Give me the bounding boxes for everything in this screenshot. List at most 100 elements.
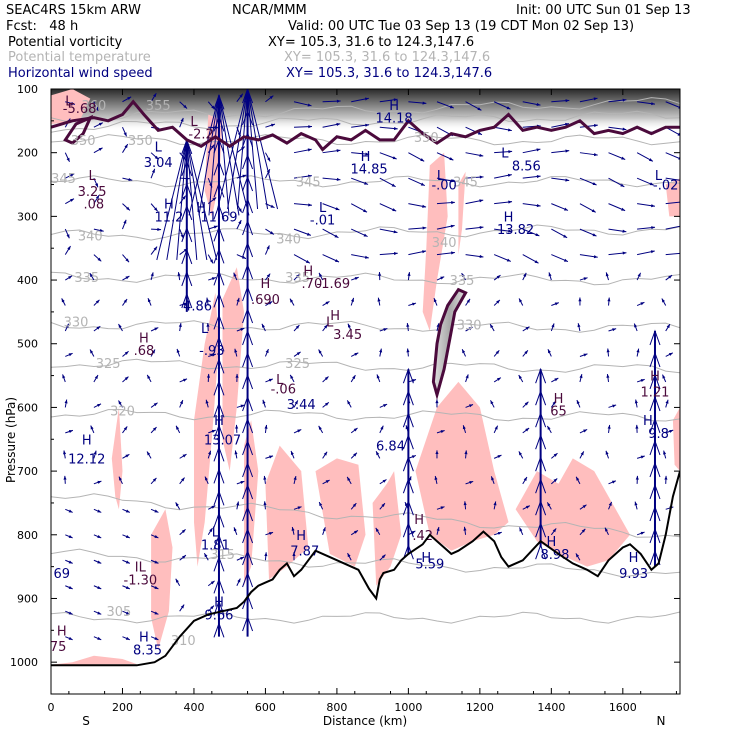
wind-jet-arrowhead	[535, 521, 547, 538]
wind-arrowhead	[461, 273, 465, 278]
wind-arrowhead	[577, 323, 581, 328]
wind-arrowhead	[479, 254, 484, 259]
wind-arrowhead	[263, 501, 267, 506]
wind-arrowhead	[620, 183, 625, 187]
theta-contour-325	[51, 358, 680, 374]
pv-extremum-label: .690	[251, 293, 280, 308]
wind-jet-arrowhead	[402, 521, 414, 538]
wind-jet-fan	[218, 95, 240, 216]
wind-extremum-label: L	[212, 526, 220, 541]
wind-arrowhead	[291, 526, 295, 531]
y-tick-label: 100	[17, 83, 38, 96]
wind-arrowhead	[306, 232, 311, 236]
wind-arrowhead	[175, 578, 179, 583]
wind-arrowhead	[363, 233, 368, 237]
wind-arrowhead	[211, 429, 216, 433]
wind-jet-arrowhead	[402, 411, 414, 428]
wind-arrowhead	[290, 450, 294, 455]
wind-arrowhead	[67, 246, 71, 251]
dynamic-tropopause-contour	[51, 99, 680, 152]
wind-arrowhead	[267, 157, 271, 162]
field-xy-wind: XY= 105.3, 31.6 to 124.3,147.6	[286, 66, 493, 81]
positive-shading-region	[415, 381, 509, 551]
wind-jet-arrowhead	[402, 477, 414, 494]
pv-extremum-label: H	[414, 513, 424, 528]
theta-label: 335	[74, 271, 99, 286]
wind-arrowhead	[324, 324, 328, 329]
wind-arrowhead	[97, 257, 102, 262]
wind-jet-fan	[247, 89, 259, 210]
wind-jet-arrowhead	[649, 373, 661, 390]
wind-jet-fan	[227, 89, 249, 210]
wind-arrowhead	[547, 425, 551, 430]
wind-arrowhead	[605, 450, 609, 455]
wind-arrowhead	[420, 158, 425, 162]
wind-arrowhead	[406, 323, 410, 327]
wind-extremum-label: L	[155, 140, 163, 155]
wind-extremum-label: H	[629, 551, 639, 566]
theta-label: 330	[64, 315, 89, 330]
wind-extremum-label: 12.12	[68, 452, 105, 467]
wind-arrowhead	[381, 503, 385, 508]
wind-arrowhead	[265, 349, 269, 354]
wind-jet-arrowhead	[402, 367, 414, 384]
wind-arrowhead	[93, 450, 97, 455]
wind-arrowhead	[636, 348, 640, 353]
wind-arrowhead	[519, 298, 523, 303]
wind-arrowhead	[125, 258, 130, 263]
wind-arrowhead	[66, 157, 70, 162]
wind-arrowhead	[90, 425, 94, 430]
wind-jet-arrowhead	[213, 445, 225, 462]
wind-jet-fan	[218, 95, 230, 216]
wind-arrowhead	[465, 374, 469, 379]
theta-label: 340	[276, 233, 301, 248]
wind-jet-arrowhead	[242, 307, 254, 324]
wind-arrowhead	[240, 480, 245, 484]
wind-jet-arrowhead	[535, 367, 547, 384]
wind-extremum-label: L	[501, 147, 509, 162]
wind-arrowhead	[407, 272, 411, 276]
wind-arrowhead	[124, 376, 129, 381]
wind-arrowhead	[463, 501, 467, 506]
wind-extremum-label: L	[437, 169, 445, 184]
positive-shading-region	[672, 407, 680, 472]
wind-arrowhead	[563, 234, 568, 238]
x-axis-label: Distance (km)	[323, 714, 407, 728]
wind-arrowhead	[63, 475, 67, 480]
theta-label: 305	[106, 605, 131, 620]
wind-arrowhead	[99, 228, 104, 232]
wind-jet-arrowhead	[649, 439, 661, 456]
positive-shading-region	[665, 178, 680, 217]
wind-arrowhead	[354, 352, 359, 356]
wind-arrowhead	[391, 183, 396, 187]
wind-arrowhead	[335, 259, 340, 263]
wind-arrowhead	[565, 178, 570, 182]
theta-label: 320	[110, 405, 135, 420]
model-title: SEAC4RS 15km ARW	[6, 3, 142, 18]
wind-extremum-label: 13.82	[497, 223, 534, 238]
wind-arrowhead	[204, 553, 208, 558]
wind-jet-arrowhead	[213, 577, 225, 594]
y-tick-label: 500	[17, 338, 38, 351]
wind-arrowhead	[336, 122, 341, 126]
wind-jet-arrowhead	[181, 292, 193, 309]
theta-label: 325	[285, 357, 310, 372]
wind-arrowhead	[593, 97, 598, 101]
wind-jet-fan	[247, 89, 269, 210]
wind-arrowhead	[175, 502, 179, 507]
y-tick-label: 700	[17, 465, 38, 478]
wind-jet-arrowhead	[242, 505, 254, 522]
wind-jet-fan	[218, 95, 250, 216]
wind-arrowhead	[234, 450, 238, 455]
wind-arrowhead	[464, 450, 468, 455]
pv-extremum-label: H	[650, 370, 660, 385]
wind-arrowhead	[123, 298, 128, 303]
wind-arrowhead	[420, 182, 425, 186]
wind-arrowhead	[525, 326, 530, 330]
pv-extremum-label: IL	[135, 561, 147, 576]
wind-arrowhead	[649, 182, 654, 186]
wind-arrowhead	[97, 636, 102, 640]
wind-arrowhead	[553, 453, 558, 457]
theta-contour-335	[51, 271, 680, 286]
wind-arrowhead	[235, 373, 239, 378]
